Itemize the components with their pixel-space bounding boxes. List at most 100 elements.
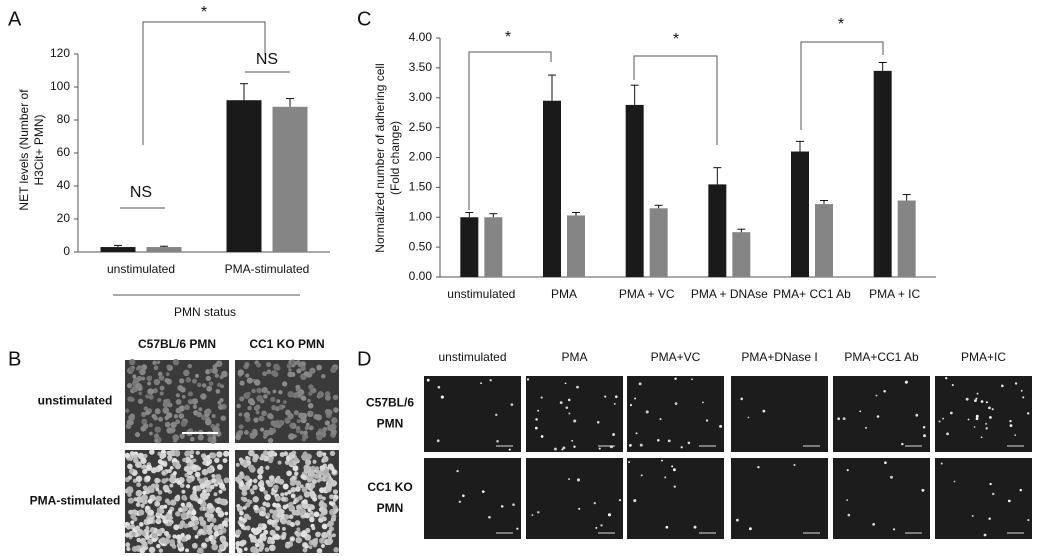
cell (975, 414, 979, 418)
cell (287, 371, 293, 378)
cell (762, 409, 766, 413)
cell (183, 465, 190, 472)
cell (215, 423, 220, 427)
cell (211, 478, 217, 483)
cell (923, 434, 926, 438)
cell (216, 451, 223, 458)
cell (500, 505, 504, 508)
bar (484, 217, 503, 277)
cell (159, 385, 165, 391)
cell (975, 397, 978, 400)
column-header: C57BL/6 PMN (138, 337, 216, 351)
cell (240, 496, 245, 501)
cell (128, 456, 133, 461)
cell (185, 548, 190, 553)
row-label: C57BL/6 (366, 396, 414, 410)
cell (310, 465, 316, 471)
cell (329, 494, 334, 500)
cell (904, 380, 908, 384)
cell (254, 379, 261, 386)
cell (674, 377, 677, 380)
cell (308, 384, 314, 390)
cell (316, 450, 324, 458)
cell (253, 538, 258, 544)
micrograph (935, 458, 1032, 539)
cell (239, 396, 245, 402)
cell (326, 522, 331, 528)
cell (281, 404, 286, 409)
cell (243, 547, 248, 552)
micrograph (424, 376, 521, 452)
cell (293, 410, 299, 416)
cell (307, 402, 314, 409)
cell (138, 497, 144, 502)
cell (304, 425, 310, 430)
cell (735, 518, 739, 522)
cell (145, 525, 150, 530)
error-bar (654, 204, 663, 209)
cell (282, 381, 288, 387)
cell (127, 475, 133, 480)
cell (674, 402, 678, 405)
cell (628, 461, 631, 463)
x-tick-label: PMA-stimulated (225, 262, 310, 276)
cell (295, 480, 302, 487)
cell (267, 438, 274, 444)
cell (189, 449, 195, 455)
cell (252, 431, 258, 437)
cell (175, 393, 181, 398)
cell (133, 454, 138, 459)
cell (989, 482, 992, 486)
cell (132, 471, 137, 476)
cell (156, 517, 161, 523)
cell (272, 389, 277, 394)
cell (329, 450, 336, 457)
cell (191, 464, 197, 470)
cell (189, 454, 194, 459)
cell (164, 378, 170, 383)
cell (303, 430, 308, 435)
cell (166, 427, 173, 434)
cell (145, 410, 151, 416)
cell (154, 477, 160, 484)
cell (150, 467, 157, 474)
cell (595, 526, 598, 529)
column-header: unstimulated (438, 350, 506, 364)
cell (270, 396, 276, 403)
cell (318, 537, 326, 544)
cell (283, 451, 289, 457)
cell (283, 514, 290, 520)
cell (237, 429, 244, 436)
cell (757, 465, 760, 469)
error-bar (737, 228, 746, 233)
cell (661, 459, 663, 462)
column-header: PMA (561, 350, 587, 364)
cell (537, 409, 540, 412)
cell (301, 453, 308, 461)
cell (210, 539, 217, 545)
cell (204, 512, 211, 518)
cell (172, 358, 180, 366)
cell (206, 502, 213, 510)
cell (206, 454, 211, 460)
cell (974, 399, 977, 403)
cell (159, 391, 164, 396)
cell (748, 527, 752, 531)
cell (209, 484, 215, 490)
cell (173, 524, 180, 531)
cell (316, 478, 321, 483)
cell (561, 448, 564, 451)
cell (127, 492, 132, 497)
cell (664, 476, 667, 479)
cell (187, 391, 193, 397)
cell (847, 513, 851, 517)
cell (298, 412, 305, 419)
cell (214, 373, 219, 378)
cell (151, 532, 158, 539)
error-bar (114, 244, 122, 248)
cell (1019, 488, 1023, 492)
cell (618, 498, 622, 502)
cell (322, 496, 326, 501)
cell (214, 457, 220, 463)
